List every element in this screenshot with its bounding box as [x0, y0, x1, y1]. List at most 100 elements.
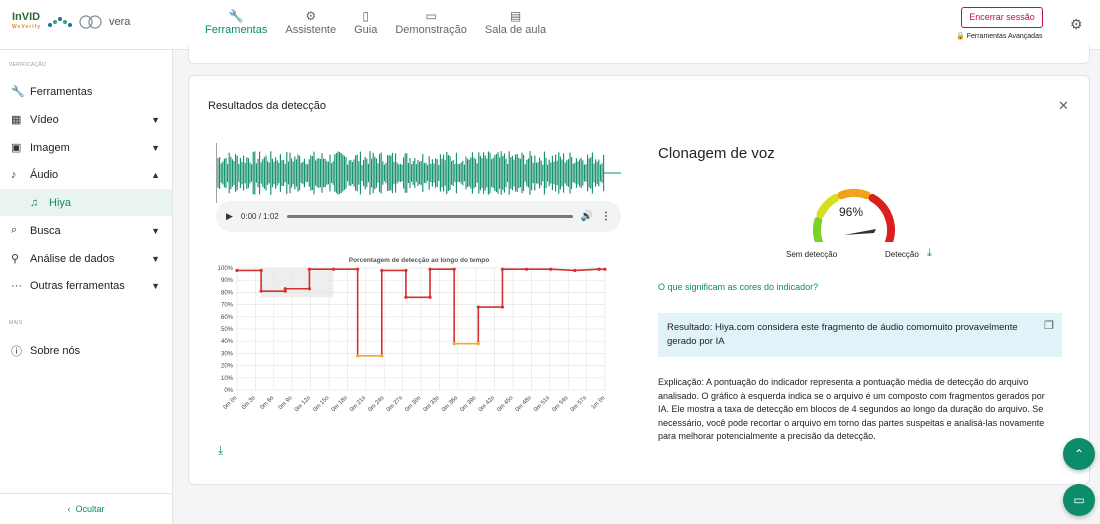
- chevron-down-icon: ▼: [151, 253, 160, 264]
- player-progress-track[interactable]: [286, 215, 573, 218]
- player-time: 0:00 / 1:02: [240, 212, 279, 221]
- x-tick-label: 0m 30s: [404, 395, 422, 413]
- gauge-segment-orange: [837, 189, 871, 200]
- more-icon: ···: [11, 279, 22, 292]
- close-icon[interactable]: ✕: [1058, 98, 1069, 113]
- tab-ferramentas[interactable]: 🔧 Ferramentas: [205, 9, 268, 36]
- audio-file-icon: ♫: [30, 196, 39, 209]
- indicator-colors-link[interactable]: O que significam as cores do indicador?: [658, 282, 819, 292]
- book-icon: ▯: [362, 9, 370, 23]
- audio-waveform[interactable]: [216, 143, 621, 203]
- y-tick-label: 10%: [221, 376, 234, 382]
- chart-highlight-band: [261, 268, 334, 298]
- chevron-down-icon: ▼: [151, 114, 160, 125]
- section-label-more: MAIS: [9, 320, 23, 326]
- more-options-icon[interactable]: ⋮: [601, 211, 611, 222]
- wrench-icon: 🔧: [228, 9, 244, 23]
- x-tick-label: 0m 15s: [312, 395, 330, 413]
- robot-icon: ⚙: [305, 9, 317, 23]
- data-point: [259, 268, 263, 273]
- gear-icon[interactable]: ⚙: [1070, 16, 1083, 32]
- x-tick-label: 0m 9s: [278, 395, 294, 411]
- y-tick-label: 30%: [221, 351, 234, 357]
- x-tick-label: 0m 39s: [459, 395, 477, 413]
- download-icon[interactable]: ⤓: [927, 247, 932, 259]
- hide-sidebar-button[interactable]: ‹ Ocultar: [0, 493, 172, 523]
- chevron-down-icon: ▼: [151, 280, 160, 291]
- y-tick-label: 80%: [221, 290, 234, 296]
- x-tick-label: 0m 3s: [241, 395, 257, 411]
- film-icon: ▦: [11, 114, 22, 126]
- x-tick-label: 0m 51s: [533, 395, 551, 413]
- gauge-segment-green: [813, 216, 824, 242]
- y-tick-label: 20%: [221, 364, 234, 370]
- x-tick-label: 0m 45s: [496, 395, 514, 413]
- tab-sala-de-aula[interactable]: ▤ Sala de aula: [484, 9, 547, 36]
- x-tick-label: 0m 27s: [386, 395, 404, 413]
- sidebar-item-audio[interactable]: ♪ Áudio ▲: [11, 168, 160, 181]
- gauge-segment-yellow: [816, 193, 840, 219]
- data-point: [283, 287, 287, 291]
- advanced-tools-link[interactable]: 🔒 Ferramentas Avançadas: [956, 32, 1043, 41]
- gauge-label-detection: Detecção: [885, 250, 919, 259]
- chevron-down-icon: ▼: [151, 142, 160, 153]
- video-icon: ▭: [425, 9, 437, 23]
- chevron-up-icon: ⌃: [1073, 447, 1085, 461]
- vera-logo-icon: [79, 15, 102, 29]
- sidebar-item-busca[interactable]: ⌕ Busca ▼: [11, 224, 160, 237]
- data-point: [500, 305, 505, 309]
- volume-icon[interactable]: 🔊: [580, 211, 593, 222]
- info-icon: ⓘ: [11, 345, 22, 358]
- tab-demonstracao[interactable]: ▭ Demonstração: [395, 9, 467, 36]
- x-tick-label: 1m 0s: [591, 395, 607, 411]
- y-tick-label: 0%: [224, 388, 233, 394]
- play-icon[interactable]: ▶: [226, 211, 233, 221]
- sidebar-item-ferramentas[interactable]: 🔧 Ferramentas: [11, 85, 93, 99]
- vera-logo-text: vera: [109, 16, 131, 28]
- x-tick-label: 0m 36s: [441, 395, 459, 413]
- data-point: [573, 268, 577, 273]
- x-tick-label: 0m 18s: [331, 395, 349, 413]
- audio-player[interactable]: ▶ 0:00 / 1:02 🔊 ⋮: [216, 201, 621, 232]
- y-tick-label: 50%: [221, 327, 234, 333]
- data-point: [356, 267, 360, 271]
- top-bar: InVID WeVerify vera 🔧 Ferramentas ⚙ Assiste…: [0, 0, 1100, 50]
- download-chart-icon[interactable]: ⤓: [218, 443, 224, 457]
- x-tick-label: 0m 6s: [259, 395, 275, 411]
- sidebar-item-hiya[interactable]: ♫ Hiya: [0, 189, 172, 216]
- series-segment: [574, 268, 600, 272]
- detection-chart: Porcentagem de detecção ao longo do temp…: [218, 257, 607, 413]
- data-point: [307, 267, 311, 271]
- data-point: [597, 267, 601, 271]
- data-point: [500, 267, 505, 271]
- x-tick-label: 0m 24s: [367, 395, 385, 413]
- x-tick-label: 0m 33s: [423, 395, 441, 413]
- results-title: Resultados da detecção: [208, 100, 327, 112]
- sidebar-item-imagem[interactable]: ▣ Imagem ▼: [11, 141, 160, 155]
- data-point: [476, 342, 480, 346]
- classroom-icon: ▤: [509, 9, 522, 23]
- x-tick-label: 0m 12s: [294, 395, 312, 413]
- data-point: [380, 268, 384, 273]
- logo[interactable]: InVID WeVerify vera: [12, 12, 130, 32]
- lock-icon: 🔒: [956, 33, 965, 40]
- result-message: Resultado: Hiya.com considera este fragm…: [658, 313, 1062, 357]
- sidebar-item-video[interactable]: ▦ Vídeo ▼: [11, 113, 160, 127]
- tab-assistente[interactable]: ⚙ Assistente: [285, 9, 337, 36]
- sidebar: VERIFICAÇÃO 🔧 Ferramentas ▦ Vídeo ▼ ▣ Imagem…: [0, 50, 173, 524]
- sidebar-item-analise-de-dados[interactable]: ⚲ Análise de dados ▼: [11, 252, 160, 266]
- data-icon: ⚲: [11, 253, 20, 265]
- logout-button[interactable]: Encerrar sessão: [961, 7, 1043, 28]
- x-tick-label: 0m 54s: [551, 395, 569, 413]
- copy-icon[interactable]: ❐: [1044, 320, 1054, 332]
- data-point: [356, 354, 360, 358]
- y-tick-label: 40%: [221, 339, 234, 345]
- tab-guia[interactable]: ▯ Guia: [354, 9, 378, 36]
- sidebar-item-sobre-nos[interactable]: ⓘ Sobre nós: [11, 344, 81, 358]
- data-point: [259, 289, 263, 293]
- chat-button[interactable]: ▭: [1063, 484, 1095, 516]
- data-point: [452, 342, 456, 346]
- sidebar-item-outras-ferramentas[interactable]: ··· Outras ferramentas ▼: [11, 279, 160, 292]
- scroll-up-button[interactable]: ⌃: [1063, 438, 1095, 470]
- waveform-bars: [217, 151, 621, 195]
